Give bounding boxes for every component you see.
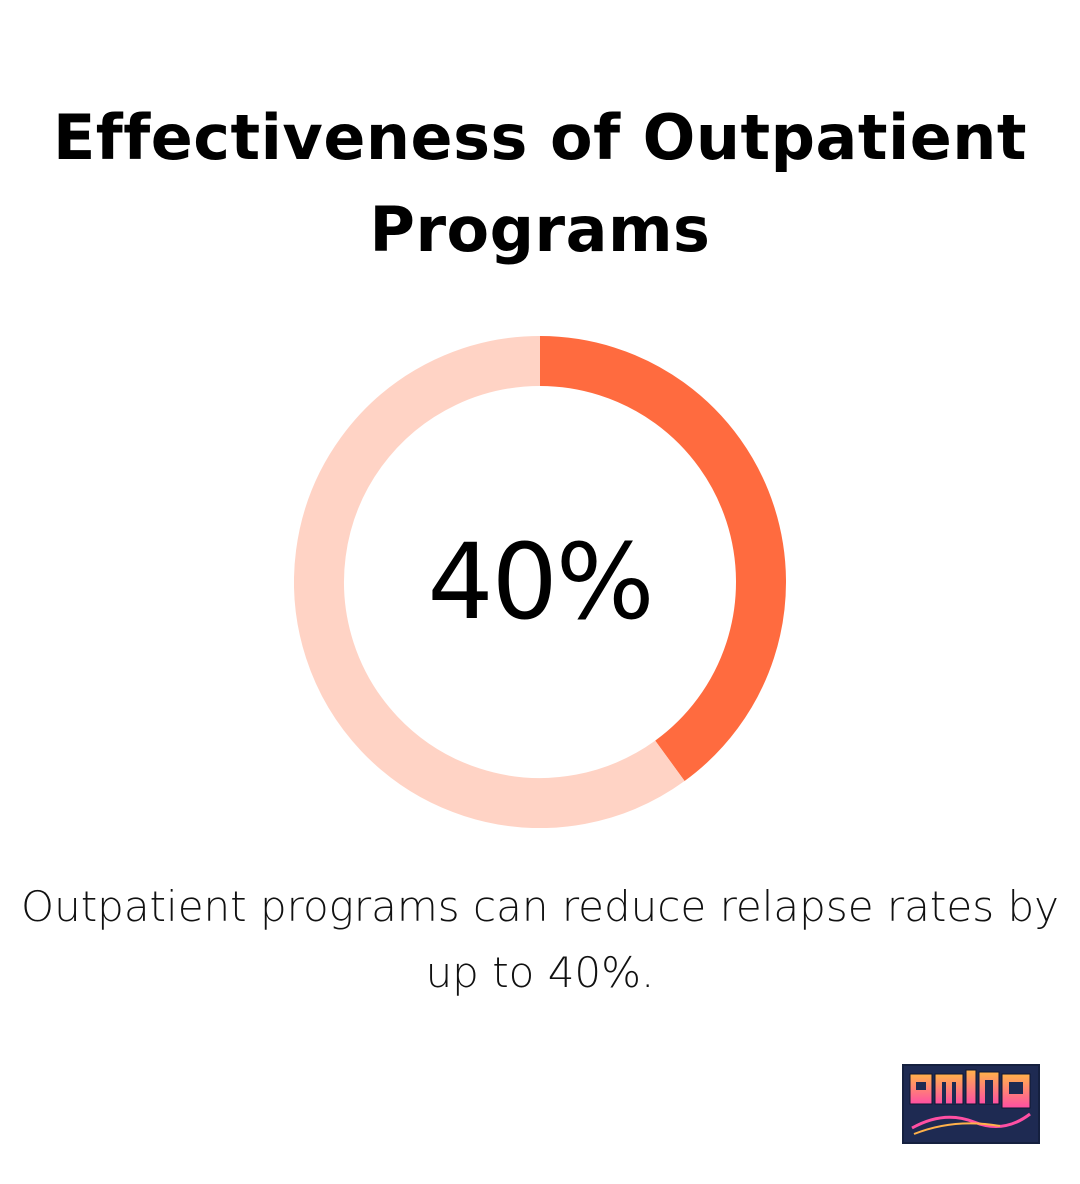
logo-graphic: [904, 1066, 1038, 1142]
donut-svg: [294, 336, 786, 828]
amity-san-diego-logo: [902, 1064, 1040, 1144]
donut-segment-remainder: [294, 336, 685, 828]
donut-chart: [294, 336, 786, 828]
center-percentage: 40%: [427, 521, 654, 643]
chart-title: Effectiveness of Outpatient Programs: [52, 101, 1028, 266]
chart-caption: Outpatient programs can reduce relapse r…: [21, 882, 1059, 997]
donut-segment-value: [539, 336, 786, 781]
